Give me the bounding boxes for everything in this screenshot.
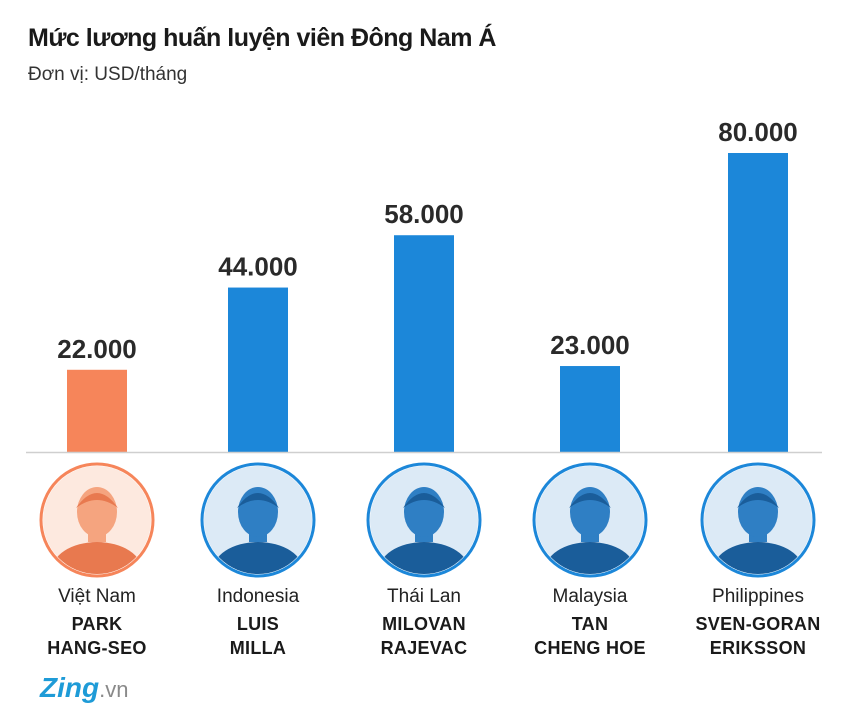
coach-name-line2: MILLA xyxy=(229,638,287,658)
coach-name: MILOVAN RAJEVAC xyxy=(344,612,504,660)
bar-value-label: 22.000 xyxy=(57,334,137,364)
coach-portrait-icon xyxy=(366,462,482,578)
bar-value-label: 23.000 xyxy=(550,330,630,360)
country-label: Indonesia xyxy=(216,586,300,607)
coach-portrait-icon xyxy=(532,462,648,578)
country-label: Thái Lan xyxy=(387,586,461,607)
coach-name: SVEN-GORAN ERIKSSON xyxy=(678,612,838,660)
country-label: Malaysia xyxy=(552,586,628,607)
coach-name-line1: LUIS xyxy=(236,614,280,634)
country-label: Việt Nam xyxy=(58,586,136,607)
coach-name-line1: SVEN-GORAN xyxy=(695,614,821,634)
logo-brand: Zing xyxy=(40,672,100,703)
bar-4 xyxy=(560,366,620,452)
coach-name-line1: TAN xyxy=(571,614,609,634)
bar-5 xyxy=(728,153,788,452)
logo-suffix: .vn xyxy=(99,677,129,702)
coach-name: LUIS MILLA xyxy=(178,612,338,660)
coach-name-line2: RAJEVAC xyxy=(380,638,468,658)
coach-name: PARK HANG-SEO xyxy=(17,612,177,660)
bar-3 xyxy=(394,235,454,452)
coach-name-line2: ERIKSSON xyxy=(709,638,807,658)
bar-1 xyxy=(67,369,127,452)
coach-portrait-icon xyxy=(39,462,155,578)
zing-logo[interactable]: Zing.vn xyxy=(40,672,128,704)
coach-name-line2: CHENG HOE xyxy=(534,638,646,658)
coach-name: TAN CHENG HOE xyxy=(510,612,670,660)
coach-portrait-icon xyxy=(700,462,816,578)
coach-name-line2: HANG-SEO xyxy=(47,638,147,658)
chart-subtitle: Đơn vị: USD/tháng xyxy=(28,64,188,85)
bar-value-label: 44.000 xyxy=(218,252,298,282)
coach-name-line1: PARK xyxy=(71,614,123,634)
bar-value-label: 80.000 xyxy=(718,117,798,147)
chart-title: Mức lương huấn luyện viên Đông Nam Á xyxy=(28,24,496,52)
bar-value-label: 58.000 xyxy=(384,199,464,229)
bar-2 xyxy=(228,287,288,452)
country-label: Philippines xyxy=(712,586,804,607)
coach-name-line1: MILOVAN xyxy=(382,614,466,634)
coach-portrait-icon xyxy=(200,462,316,578)
